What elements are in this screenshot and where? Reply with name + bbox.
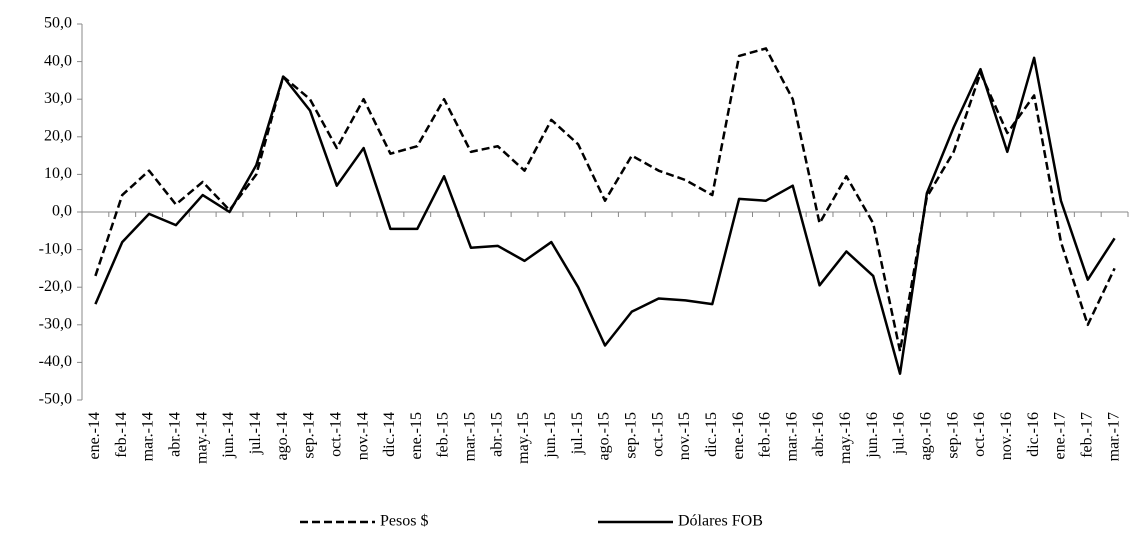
x-tick-label: may.-15 — [515, 412, 532, 464]
y-tick-label: -10,0 — [39, 240, 72, 257]
x-tick-label: jul.-14 — [247, 412, 264, 455]
y-tick-label: -20,0 — [39, 278, 72, 295]
x-tick-label: ago.-16 — [918, 412, 935, 460]
x-tick-label: feb.-14 — [113, 412, 130, 458]
y-tick-label: 20,0 — [44, 127, 72, 144]
y-tick-label: 10,0 — [44, 165, 72, 182]
x-tick-label: jul.-15 — [569, 412, 586, 455]
x-tick-label: oct.-15 — [649, 412, 666, 457]
x-tick-label: oct.-14 — [327, 412, 344, 457]
x-tick-label: ene.-17 — [1052, 412, 1069, 460]
x-tick-label: mar.-15 — [462, 412, 479, 461]
legend-label: Dólares FOB — [678, 513, 763, 530]
x-tick-label: dic.-16 — [1025, 412, 1042, 457]
x-tick-label: nov.-14 — [354, 412, 371, 460]
x-tick-label: abr.-15 — [488, 412, 505, 457]
x-tick-label: dic.-14 — [381, 412, 398, 457]
x-tick-label: ene.-16 — [730, 412, 747, 460]
x-tick-label: mar.-17 — [1105, 412, 1122, 461]
x-tick-label: may.-16 — [837, 412, 854, 464]
line-series — [94, 47, 1116, 353]
x-tick-label: oct.-16 — [971, 412, 988, 457]
line-series — [94, 56, 1116, 375]
x-tick-label: may.-14 — [193, 412, 210, 464]
y-tick-label: 40,0 — [44, 52, 72, 69]
x-tick-label: nov.-15 — [676, 412, 693, 460]
y-tick-label: 0,0 — [52, 203, 72, 220]
x-tick-label: ene.-14 — [86, 412, 103, 460]
x-tick-label: nov.-16 — [998, 412, 1015, 460]
x-tick-label: mar.-16 — [783, 412, 800, 461]
x-tick-label: jun.-14 — [220, 412, 237, 459]
x-tick-label: abr.-14 — [167, 412, 184, 457]
x-tick-label: feb.-15 — [435, 412, 452, 458]
x-tick-label: feb.-16 — [757, 412, 774, 458]
x-tick-label: jul.-16 — [891, 412, 908, 455]
x-tick-label: mar.-14 — [140, 412, 157, 461]
x-tick-label: sep.-14 — [301, 412, 318, 459]
x-tick-label: ago.-14 — [274, 412, 291, 460]
x-tick-label: jun.-16 — [864, 412, 881, 459]
x-tick-label: abr.-16 — [810, 412, 827, 457]
x-tick-label: jun.-15 — [542, 412, 559, 459]
x-tick-label: sep.-16 — [944, 412, 961, 459]
x-tick-label: dic.-15 — [703, 412, 720, 457]
y-tick-label: 50,0 — [44, 15, 72, 32]
y-tick-label: 30,0 — [44, 90, 72, 107]
x-tick-label: ago.-15 — [596, 412, 613, 460]
x-tick-label: sep.-15 — [622, 412, 639, 459]
x-tick-label: feb.-17 — [1078, 412, 1095, 458]
legend-label: Pesos $ — [380, 513, 428, 530]
x-tick-label: ene.-15 — [408, 412, 425, 460]
y-tick-label: -40,0 — [39, 353, 72, 370]
y-tick-label: -30,0 — [39, 315, 72, 332]
y-tick-label: -50,0 — [39, 391, 72, 408]
